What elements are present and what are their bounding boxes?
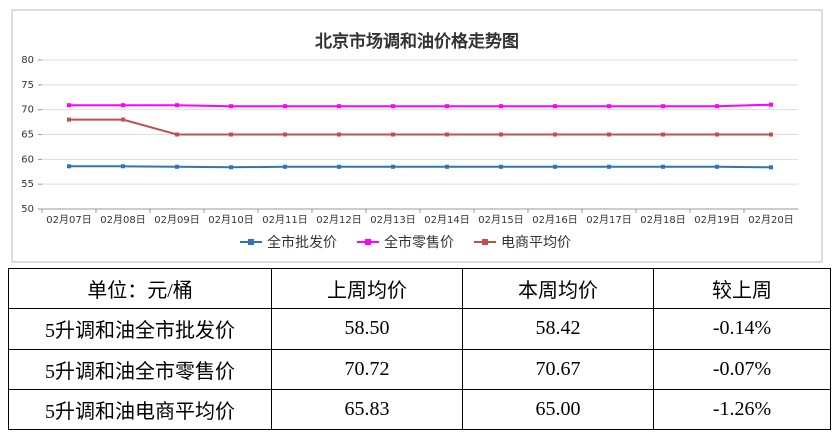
- table-cell: 58.42: [462, 308, 654, 350]
- table-cell: -1.26%: [653, 388, 831, 431]
- point: [391, 132, 395, 137]
- point: [175, 164, 179, 169]
- table-cell: 58.50: [271, 308, 463, 350]
- point: [607, 164, 611, 169]
- point: [445, 164, 449, 169]
- x-tick-label: 02月16日: [532, 214, 577, 226]
- x-tick-label: 02月14日: [424, 214, 469, 226]
- point: [391, 164, 395, 169]
- table-cell: 上周均价: [271, 267, 463, 310]
- x-tick-label: 02月17日: [586, 214, 631, 226]
- legend-marker: [365, 239, 371, 245]
- point: [337, 104, 341, 109]
- point: [499, 132, 503, 137]
- point: [553, 164, 557, 169]
- point: [175, 132, 179, 137]
- legend-marker: [482, 239, 488, 245]
- table-row: 单位：元/桶 上周均价 本周均价 较上周: [8, 267, 831, 310]
- table-row: 5升调和油电商平均价 65.83 65.00 -1.26%: [8, 388, 831, 431]
- point: [337, 132, 341, 137]
- point: [499, 104, 503, 109]
- point: [337, 164, 341, 169]
- legend-label: 电商平均价: [501, 235, 571, 251]
- point: [499, 164, 503, 169]
- point: [229, 104, 233, 109]
- point: [229, 165, 233, 170]
- point: [661, 104, 665, 109]
- point: [661, 132, 665, 137]
- point: [229, 132, 233, 137]
- point: [445, 132, 449, 137]
- point: [769, 165, 773, 170]
- table-cell: 单位：元/桶: [8, 267, 272, 310]
- point: [661, 164, 665, 169]
- point: [607, 104, 611, 109]
- y-tick-label: 65: [21, 130, 34, 141]
- point: [67, 164, 71, 169]
- point: [67, 117, 71, 122]
- point: [67, 103, 71, 108]
- point: [175, 103, 179, 108]
- series-line: [69, 118, 771, 136]
- point: [283, 104, 287, 109]
- table-cell: 5升调和油全市批发价: [8, 308, 272, 350]
- table-cell: 较上周: [653, 267, 831, 310]
- x-tick-label: 02月13日: [370, 214, 415, 226]
- x-tick-label: 02月09日: [154, 214, 199, 226]
- table-row: 5升调和油全市零售价 70.72 70.67 -0.07%: [8, 348, 831, 390]
- table-row: 5升调和油全市批发价 58.50 58.42 -0.14%: [8, 308, 831, 350]
- x-tick-label: 02月12日: [316, 214, 361, 226]
- x-tick-label: 02月19日: [694, 214, 739, 226]
- y-tick-label: 80: [21, 55, 34, 66]
- table-cell: 65.00: [462, 388, 654, 431]
- point: [121, 103, 125, 108]
- y-tick-label: 55: [21, 179, 34, 190]
- x-tick-label: 02月20日: [748, 214, 793, 226]
- table-cell: -0.14%: [653, 308, 831, 350]
- legend-label: 全市零售价: [384, 234, 454, 251]
- point: [769, 102, 773, 107]
- x-tick-label: 02月18日: [640, 214, 685, 226]
- point: [553, 132, 557, 137]
- chart-frame: [11, 9, 823, 263]
- point: [283, 164, 287, 169]
- point: [607, 132, 611, 137]
- point: [121, 117, 125, 122]
- table-cell: -0.07%: [653, 348, 831, 390]
- series-line: [69, 103, 772, 108]
- chart: 北京市场调和油价格走势图 50 55 60 65 70 75 80 02月07日 02月08日 0…: [11, 9, 823, 263]
- price-table: 单位：元/桶 上周均价 本周均价 较上周 5升调和油全市批发价 58.50 58.42 -0.…: [8, 267, 831, 431]
- table-cell: 65.83: [271, 388, 463, 431]
- table-cell: 5升调和油电商平均价: [8, 388, 272, 431]
- y-tick-label: 70: [21, 105, 34, 116]
- table-cell: 70.67: [462, 348, 654, 390]
- point: [445, 104, 449, 109]
- point: [769, 132, 773, 137]
- x-tick-label: 02月15日: [478, 214, 523, 226]
- chart-title: 北京市场调和油价格走势图: [315, 31, 519, 52]
- point: [121, 164, 125, 169]
- series-line: [69, 165, 772, 169]
- y-tick-label: 60: [21, 154, 34, 165]
- legend-label: 全市批发价: [267, 234, 337, 251]
- point: [283, 132, 287, 137]
- point: [715, 104, 719, 109]
- point: [715, 132, 719, 137]
- table-cell: 70.72: [271, 348, 463, 390]
- y-tick-label: 75: [21, 80, 34, 91]
- x-tick-label: 02月11日: [262, 214, 307, 226]
- point: [715, 164, 719, 169]
- y-tick-label: 50: [21, 204, 34, 215]
- x-tick-label: 02月10日: [208, 214, 253, 226]
- point: [391, 104, 395, 109]
- legend-marker: [248, 239, 254, 245]
- x-tick-label: 02月08日: [100, 214, 145, 226]
- point: [553, 104, 557, 109]
- table-cell: 5升调和油全市零售价: [8, 348, 272, 390]
- table-cell: 本周均价: [462, 267, 654, 310]
- x-tick-label: 02月07日: [46, 214, 91, 226]
